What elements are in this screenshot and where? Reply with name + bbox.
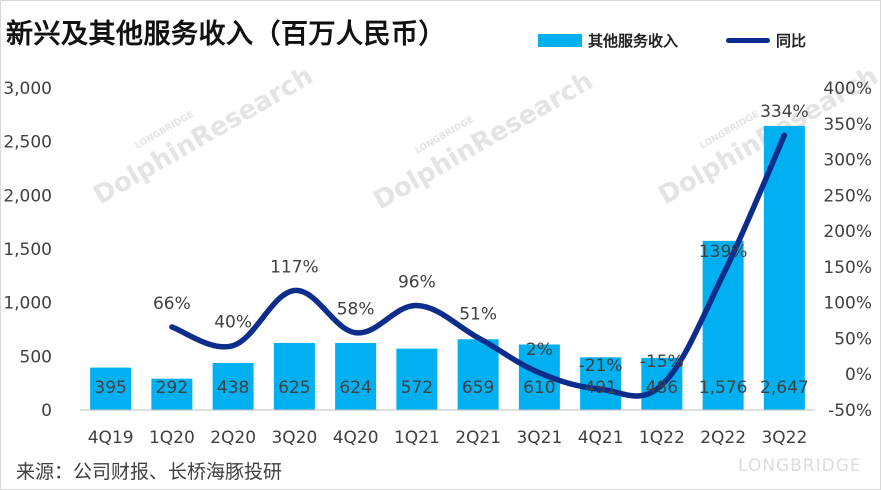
bar bbox=[335, 343, 377, 410]
bar-value-label: 438 bbox=[217, 378, 249, 398]
bar-value-label: 491 bbox=[584, 378, 616, 398]
x-tick-label: 3Q22 bbox=[761, 428, 807, 448]
bar-value-label: 395 bbox=[94, 378, 126, 398]
y-right-tick-label: 100% bbox=[823, 294, 872, 314]
bar-value-label: 610 bbox=[523, 378, 555, 398]
x-tick-label: 2Q21 bbox=[455, 428, 501, 448]
x-tick-label: 1Q22 bbox=[639, 428, 685, 448]
x-tick-label: 3Q20 bbox=[271, 428, 317, 448]
bar bbox=[90, 367, 132, 410]
y-left-tick-label: 500 bbox=[20, 347, 52, 367]
x-tick-label: 4Q20 bbox=[333, 428, 379, 448]
y-right-tick-label: 200% bbox=[823, 222, 872, 242]
yoy-value-label: 139% bbox=[699, 242, 748, 262]
bar bbox=[457, 339, 499, 410]
y-left-tick-label: 2,000 bbox=[3, 186, 52, 206]
y-right-tick-label: 400% bbox=[823, 79, 872, 99]
y-left-tick-label: 0 bbox=[41, 401, 52, 421]
bar-value-label: 659 bbox=[462, 378, 494, 398]
y-right-tick-label: -50% bbox=[828, 401, 872, 421]
y-left-tick-label: 3,000 bbox=[3, 79, 52, 99]
y-right-tick-label: 150% bbox=[823, 258, 872, 278]
bar-value-label: 486 bbox=[646, 378, 678, 398]
y-left-tick-label: 2,500 bbox=[3, 133, 52, 153]
y-left-tick-label: 1,000 bbox=[3, 294, 52, 314]
brand-watermark: LONGBRIDGE bbox=[738, 456, 862, 476]
legend-bar-label: 其他服务收入 bbox=[588, 32, 679, 50]
legend-bar-swatch bbox=[538, 34, 582, 47]
legend-item-bar: 其他服务收入 bbox=[538, 30, 678, 51]
bar bbox=[396, 348, 438, 410]
y-right-tick-label: 350% bbox=[823, 115, 872, 135]
x-tick-label: 2Q22 bbox=[700, 428, 746, 448]
y-right-tick-label: 300% bbox=[823, 151, 872, 171]
yoy-value-label: 58% bbox=[337, 300, 375, 320]
bar bbox=[151, 378, 193, 410]
x-tick-label: 3Q21 bbox=[516, 428, 562, 448]
y-left-tick-label: 1,500 bbox=[3, 240, 52, 260]
yoy-value-label: -21% bbox=[579, 356, 623, 376]
yoy-value-label: 40% bbox=[214, 313, 252, 333]
yoy-value-label: -15% bbox=[640, 352, 684, 372]
bar bbox=[212, 362, 254, 410]
bar-value-label: 624 bbox=[339, 378, 371, 398]
bar bbox=[273, 342, 315, 410]
yoy-value-label: 117% bbox=[270, 258, 319, 278]
bar-value-label: 2,647 bbox=[760, 378, 809, 398]
y-right-tick-label: 0% bbox=[845, 365, 872, 385]
x-tick-label: 4Q21 bbox=[578, 428, 624, 448]
yoy-line bbox=[169, 132, 788, 399]
bar-value-label: 625 bbox=[278, 378, 310, 398]
yoy-value-label: 96% bbox=[398, 273, 436, 293]
source-note: 来源：公司财报、长桥海豚投研 bbox=[16, 461, 283, 483]
yoy-value-label: 334% bbox=[760, 102, 809, 122]
y-right-tick-label: 50% bbox=[834, 329, 872, 349]
x-tick-label: 1Q20 bbox=[149, 428, 195, 448]
legend-item-line: 同比 bbox=[726, 30, 806, 51]
legend-line-label: 同比 bbox=[776, 32, 807, 50]
bar-value-label: 292 bbox=[156, 378, 188, 398]
x-tick-label: 1Q21 bbox=[394, 428, 440, 448]
y-right-tick-label: 250% bbox=[823, 186, 872, 206]
chart-title: 新兴及其他服务收入（百万人民币） bbox=[6, 19, 446, 50]
yoy-value-label: 2% bbox=[526, 340, 553, 360]
x-tick-label: 2Q20 bbox=[210, 428, 256, 448]
x-tick-label: 4Q19 bbox=[88, 428, 134, 448]
legend-line-swatch bbox=[726, 38, 770, 43]
bar-value-label: 1,576 bbox=[699, 378, 748, 398]
yoy-value-label: 51% bbox=[459, 305, 497, 325]
yoy-value-label: 66% bbox=[153, 294, 191, 314]
bar-value-label: 572 bbox=[401, 378, 433, 398]
bar bbox=[580, 357, 622, 410]
